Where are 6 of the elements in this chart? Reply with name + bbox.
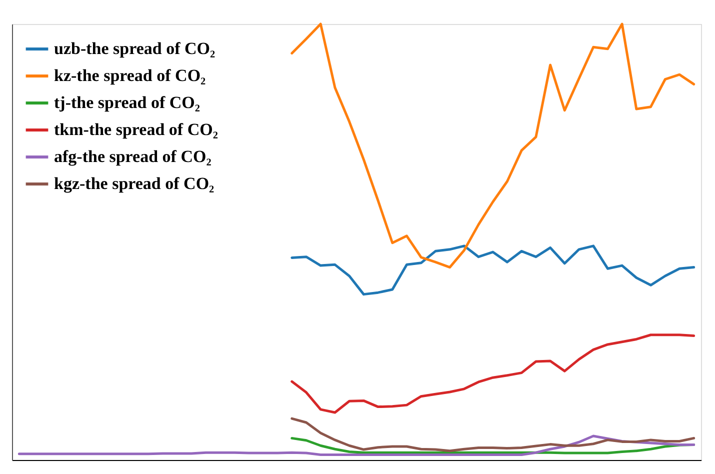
legend-label: kz-the spread of CO₂ bbox=[54, 66, 206, 85]
legend-label: tj-the spread of CO₂ bbox=[54, 93, 200, 112]
legend-label: kgz-the spread of CO₂ bbox=[54, 174, 214, 193]
legend-label: afg-the spread of CO₂ bbox=[54, 147, 212, 166]
legend-label: tkm-the spread of CO₂ bbox=[54, 120, 218, 139]
legend-label: uzb-the spread of CO₂ bbox=[54, 39, 216, 58]
